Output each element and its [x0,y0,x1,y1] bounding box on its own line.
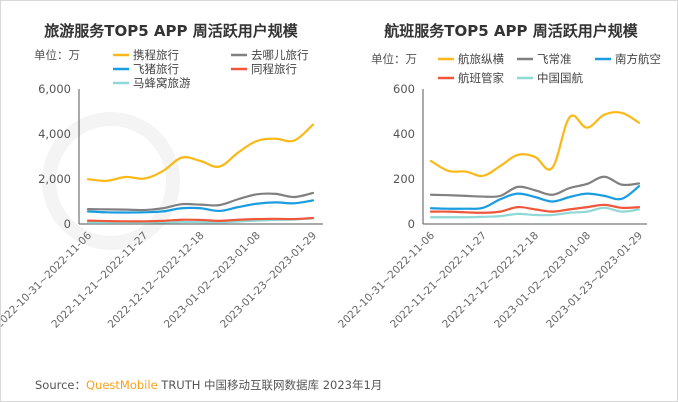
source-note: Source：QuestMobile TRUTH 中国移动互联网数据库 2023… [35,377,382,393]
y-tick-label: 400 [393,127,415,141]
x-tick-label: 2023-01-23~2023-01-29 [544,230,645,331]
x-tick-label: 2022-11-21~2022-11-27 [388,230,489,331]
x-tick-label: 2022-12-12~2022-12-18 [440,230,541,331]
legend-label: 航旅纵横 [458,52,504,66]
x-tick-label: 2023-01-02~2023-01-08 [492,230,593,331]
y-tick-label: 4,000 [38,127,71,141]
legend-label: 飞常准 [537,52,572,66]
series-line-飞常准 [429,175,641,198]
chart-title: 旅游服务TOP5 APP 周活跃用户规模 [44,22,298,40]
series-line-飞猪旅行 [86,199,315,214]
source-label: Source： [35,378,86,392]
y-tick-label: 200 [393,172,415,186]
legend-label: 马蜂窝旅游 [133,76,191,90]
x-tick-label: 2022-10-31~2022-11-06 [336,229,437,330]
x-tick-label: 2022-10-31~2022-11-06 [1,229,94,330]
x-tick-label: 2023-01-23~2023-01-29 [218,230,319,331]
unit-label: 单位：万 [371,52,417,66]
unit-label: 单位：万 [34,48,80,62]
legend-label: 同程旅行 [251,62,297,76]
chart-title: 航班服务TOP5 APP 周活跃用户规模 [384,22,638,40]
x-tick-label: 2023-01-02~2023-01-08 [162,230,263,331]
legend-label: 携程旅行 [133,48,179,62]
source-text: TRUTH 中国移动互联网数据库 2023年1月 [157,378,383,392]
source-brand: QuestMobile [86,378,158,392]
legend-label: 去哪儿旅行 [251,48,309,62]
legend-label: 南方航空 [615,52,661,66]
y-tick-label: 2,000 [38,172,71,186]
legend-label: 中国国航 [537,71,583,85]
legend-label: 飞猪旅行 [133,62,179,76]
series-line-携程旅行 [86,123,315,182]
watermark-logo-icon [42,112,180,250]
y-tick-label: 0 [408,217,415,231]
series-line-航旅纵横 [429,110,641,178]
y-tick-label: 6,000 [38,82,71,96]
y-tick-label: 600 [393,82,415,96]
legend-label: 航班管家 [458,71,504,85]
y-tick-label: 0 [64,217,71,231]
